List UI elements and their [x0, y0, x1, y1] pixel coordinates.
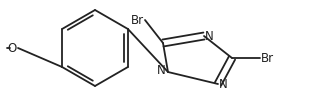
Text: Br: Br [261, 52, 274, 64]
Text: O: O [8, 42, 17, 55]
Text: N: N [205, 30, 214, 42]
Text: Br: Br [131, 14, 144, 26]
Text: N: N [157, 64, 166, 78]
Text: N: N [219, 78, 228, 90]
